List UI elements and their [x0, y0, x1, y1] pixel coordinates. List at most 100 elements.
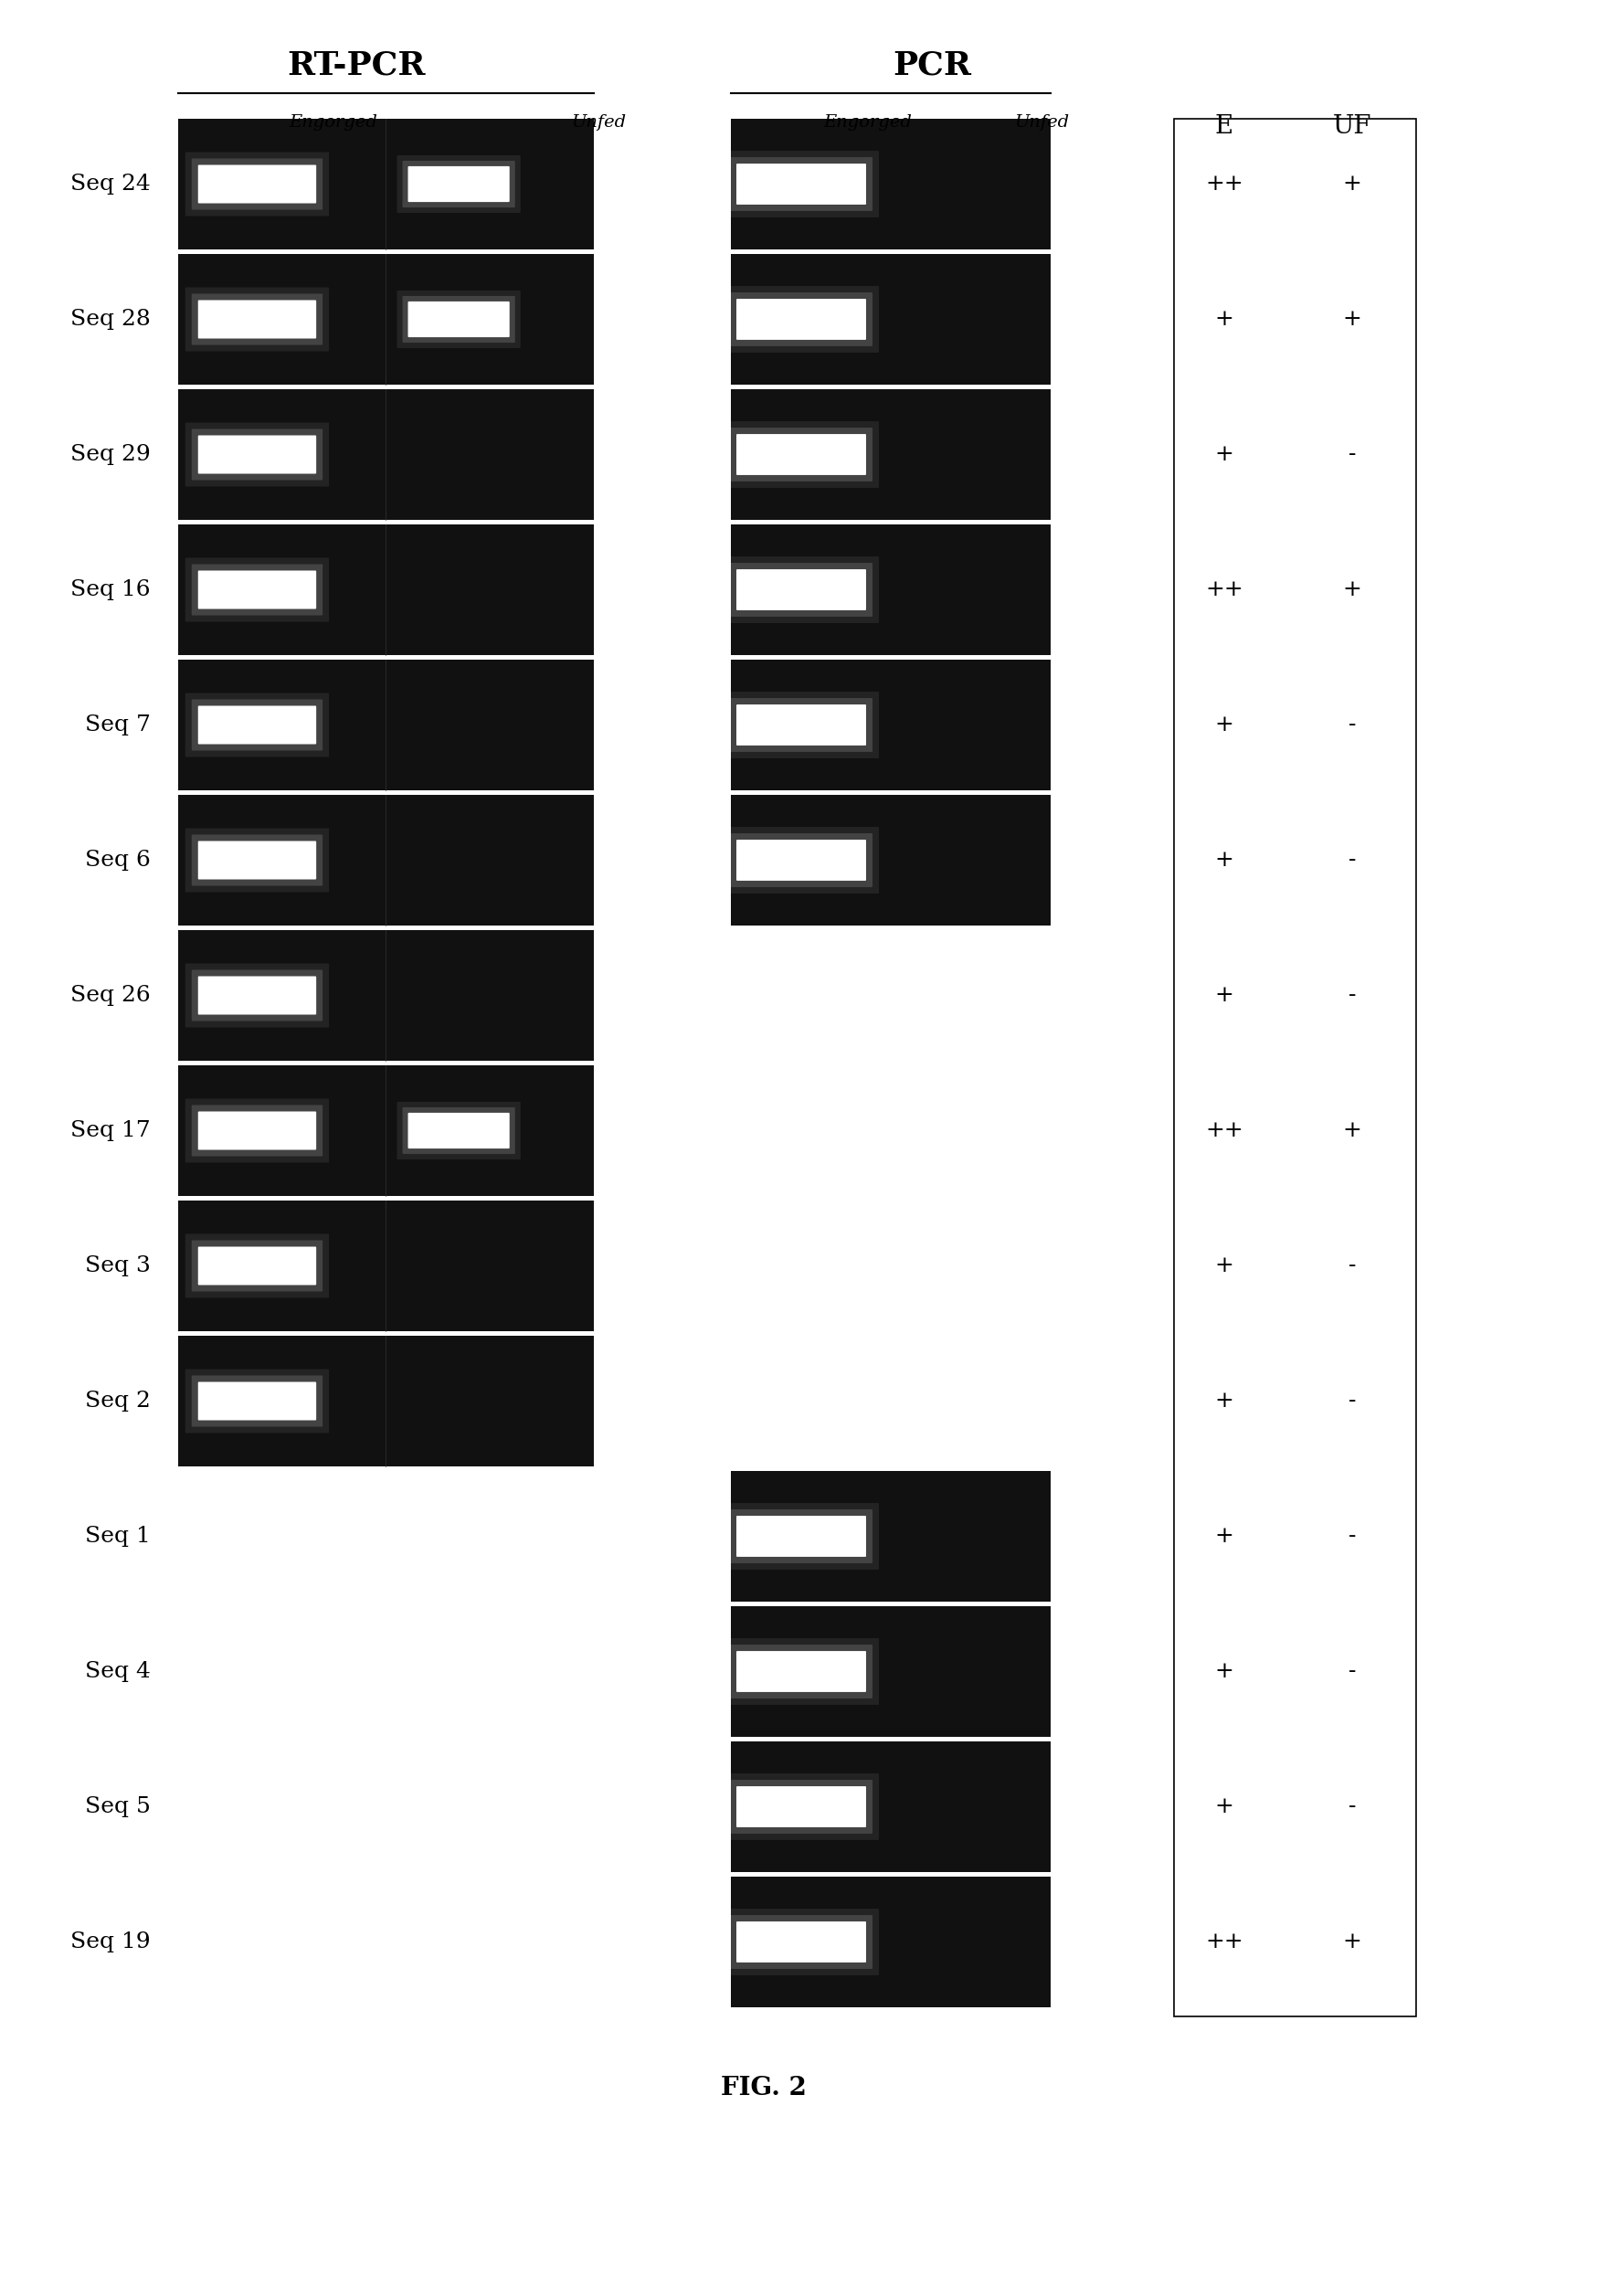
- FancyBboxPatch shape: [736, 434, 866, 475]
- FancyBboxPatch shape: [723, 420, 879, 487]
- Text: Seq 5: Seq 5: [86, 1795, 150, 1816]
- FancyBboxPatch shape: [191, 969, 322, 1022]
- Text: +: +: [1343, 1931, 1362, 1952]
- FancyBboxPatch shape: [730, 698, 872, 751]
- FancyBboxPatch shape: [403, 1107, 515, 1155]
- FancyBboxPatch shape: [730, 1779, 872, 1835]
- Text: +: +: [1215, 1660, 1235, 1683]
- FancyBboxPatch shape: [730, 1644, 872, 1699]
- FancyBboxPatch shape: [197, 1111, 316, 1150]
- FancyBboxPatch shape: [184, 558, 328, 622]
- FancyBboxPatch shape: [723, 1908, 879, 1975]
- Text: +: +: [1343, 579, 1362, 599]
- FancyBboxPatch shape: [184, 1100, 328, 1162]
- Bar: [731, 523, 1050, 654]
- Text: Seq 19: Seq 19: [71, 1931, 150, 1952]
- Text: Seq 26: Seq 26: [71, 985, 150, 1006]
- Text: Seq 2: Seq 2: [86, 1391, 150, 1412]
- Bar: [1175, 119, 1416, 2016]
- Text: FIG. 2: FIG. 2: [720, 2076, 806, 2101]
- Text: -: -: [1348, 1795, 1356, 1816]
- FancyBboxPatch shape: [191, 158, 322, 209]
- Text: -: -: [1348, 850, 1356, 870]
- FancyBboxPatch shape: [396, 292, 521, 349]
- FancyBboxPatch shape: [736, 1786, 866, 1828]
- FancyBboxPatch shape: [197, 1247, 316, 1286]
- Text: Seq 6: Seq 6: [86, 850, 150, 870]
- FancyBboxPatch shape: [736, 840, 866, 882]
- FancyBboxPatch shape: [730, 292, 872, 347]
- FancyBboxPatch shape: [403, 296, 515, 342]
- Bar: [731, 794, 1050, 925]
- FancyBboxPatch shape: [723, 1639, 879, 1706]
- Bar: [178, 1336, 594, 1467]
- Text: -: -: [1348, 1660, 1356, 1683]
- Text: +: +: [1215, 1256, 1235, 1277]
- FancyBboxPatch shape: [736, 569, 866, 611]
- FancyBboxPatch shape: [191, 294, 322, 344]
- FancyBboxPatch shape: [184, 287, 328, 351]
- Text: +: +: [1343, 1120, 1362, 1141]
- FancyBboxPatch shape: [191, 836, 322, 886]
- FancyBboxPatch shape: [723, 152, 879, 218]
- FancyBboxPatch shape: [736, 1922, 866, 1963]
- FancyBboxPatch shape: [197, 1382, 316, 1421]
- Text: Seq 3: Seq 3: [86, 1256, 150, 1277]
- Text: ++: ++: [1205, 1120, 1243, 1141]
- FancyBboxPatch shape: [184, 1233, 328, 1297]
- Text: Seq 4: Seq 4: [86, 1660, 150, 1683]
- FancyBboxPatch shape: [184, 964, 328, 1026]
- FancyBboxPatch shape: [730, 1508, 872, 1564]
- Text: +: +: [1343, 174, 1362, 195]
- FancyBboxPatch shape: [723, 1773, 879, 1839]
- FancyBboxPatch shape: [736, 1651, 866, 1692]
- Text: Seq 7: Seq 7: [86, 714, 150, 735]
- Bar: [731, 1472, 1050, 1603]
- Text: Engorged: Engorged: [824, 115, 913, 131]
- FancyBboxPatch shape: [736, 163, 866, 204]
- Text: UF: UF: [1333, 115, 1372, 138]
- FancyBboxPatch shape: [408, 301, 510, 338]
- FancyBboxPatch shape: [191, 1240, 322, 1290]
- Text: Seq 1: Seq 1: [86, 1527, 150, 1548]
- FancyBboxPatch shape: [723, 827, 879, 893]
- Text: PCR: PCR: [893, 51, 971, 80]
- Text: E: E: [1215, 115, 1233, 138]
- FancyBboxPatch shape: [191, 565, 322, 615]
- FancyBboxPatch shape: [197, 165, 316, 204]
- Text: Seq 17: Seq 17: [71, 1120, 150, 1141]
- Text: -: -: [1348, 1256, 1356, 1277]
- Text: +: +: [1215, 1795, 1235, 1816]
- Text: Unfed: Unfed: [571, 115, 626, 131]
- Text: +: +: [1215, 1527, 1235, 1548]
- Text: +: +: [1215, 985, 1235, 1006]
- Bar: [731, 119, 1050, 250]
- Text: -: -: [1348, 1391, 1356, 1412]
- Bar: [178, 930, 594, 1061]
- Bar: [178, 523, 594, 654]
- Text: ++: ++: [1205, 579, 1243, 599]
- Bar: [731, 255, 1050, 386]
- Text: +: +: [1215, 714, 1235, 735]
- Text: +: +: [1343, 310, 1362, 331]
- Bar: [731, 1876, 1050, 2007]
- FancyBboxPatch shape: [730, 156, 872, 211]
- FancyBboxPatch shape: [730, 563, 872, 618]
- FancyBboxPatch shape: [408, 1114, 510, 1148]
- FancyBboxPatch shape: [184, 693, 328, 758]
- FancyBboxPatch shape: [191, 429, 322, 480]
- FancyBboxPatch shape: [184, 829, 328, 893]
- Bar: [178, 1065, 594, 1196]
- Text: ++: ++: [1205, 1931, 1243, 1952]
- Text: +: +: [1215, 310, 1235, 331]
- FancyBboxPatch shape: [396, 1102, 521, 1159]
- Text: RT-PCR: RT-PCR: [286, 51, 426, 80]
- Bar: [178, 659, 594, 790]
- FancyBboxPatch shape: [723, 1504, 879, 1570]
- Text: -: -: [1348, 985, 1356, 1006]
- Text: -: -: [1348, 1527, 1356, 1548]
- Text: +: +: [1215, 1391, 1235, 1412]
- Text: Seq 24: Seq 24: [71, 174, 150, 195]
- Bar: [178, 119, 594, 250]
- FancyBboxPatch shape: [191, 1375, 322, 1426]
